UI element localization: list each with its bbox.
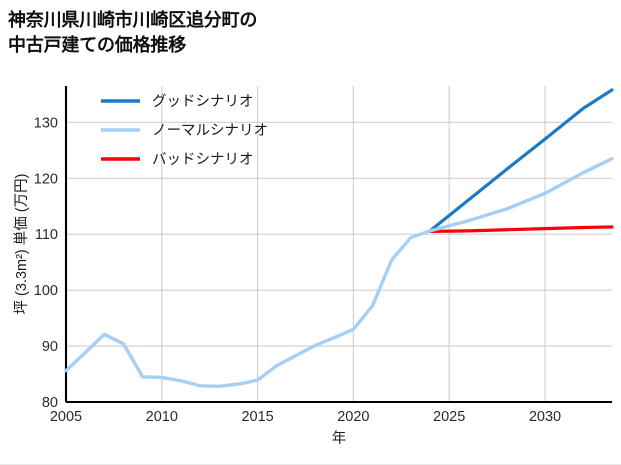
- y-axis-title: 坪 (3.3m²) 単価 (万円): [13, 174, 30, 315]
- legend-label: バッドシナリオ: [152, 152, 254, 168]
- series-line: [428, 88, 614, 233]
- y-tick-label: 120: [34, 171, 58, 187]
- chart-title: 神奈川県川崎市川崎区追分町の 中古戸建ての価格推移: [8, 10, 258, 55]
- x-tick-label: 2030: [529, 409, 561, 425]
- y-axis-tick-labels: 80 90 100 110 120 130: [34, 115, 58, 411]
- x-tick-label: 2020: [337, 409, 369, 425]
- x-axis-title: 年: [332, 430, 347, 447]
- data-series-group: [64, 88, 614, 389]
- y-tick-label: 80: [42, 395, 58, 411]
- series-line: [64, 157, 614, 389]
- y-tick-label: 110: [35, 227, 58, 243]
- axis-lines: [64, 86, 612, 404]
- x-gridlines: [65, 86, 546, 402]
- x-tick-label: 2015: [241, 409, 273, 425]
- x-axis-tick-labels: 2005 2010 2015 2020 2025 2030: [50, 409, 561, 425]
- x-tick-label: 2010: [146, 409, 178, 425]
- legend-label: ノーマルシナリオ: [152, 123, 268, 139]
- series-line: [428, 225, 614, 234]
- y-tick-label: 90: [42, 339, 58, 355]
- x-tick-label: 2005: [50, 409, 82, 425]
- y-gridlines: [66, 121, 612, 403]
- y-tick-label: 130: [34, 115, 58, 131]
- y-tick-label: 100: [34, 283, 58, 299]
- x-tick-label: 2025: [433, 409, 465, 425]
- legend-label: グッドシナリオ: [152, 93, 254, 110]
